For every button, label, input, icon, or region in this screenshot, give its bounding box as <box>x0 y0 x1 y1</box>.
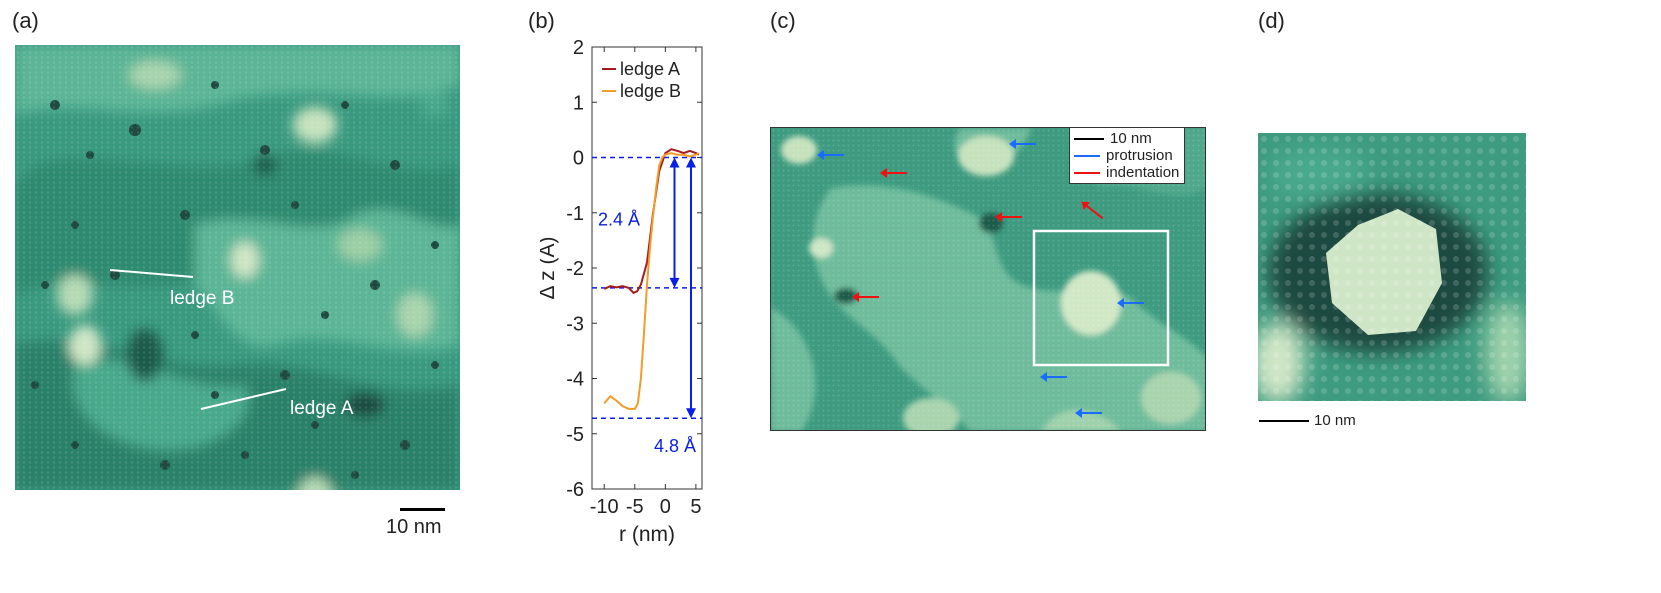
legend-protrusion-row: protrusion <box>1074 147 1179 164</box>
protrusion-arrow <box>1040 372 1067 382</box>
y-tick-label: 0 <box>573 148 584 170</box>
stm-image-a-surface <box>15 45 460 490</box>
panel-c-label: (c) <box>770 8 796 33</box>
annotation-label: 2.4 Å <box>598 209 640 229</box>
scale-bar-d <box>1259 420 1309 422</box>
y-tick-label: -3 <box>566 313 584 335</box>
y-axis-label: Δ z (Å) <box>540 236 559 299</box>
ledge-a-label: ledge A <box>290 398 354 419</box>
scale-bar-a <box>400 508 445 511</box>
legend-indentation-label: indentation <box>1106 164 1180 181</box>
ledge-b-line <box>109 269 194 278</box>
indentation-arrow <box>995 212 1022 222</box>
x-tick-label: 5 <box>690 496 701 518</box>
annotation-arrowhead <box>686 157 696 168</box>
zoom-region-box <box>1032 229 1170 367</box>
indentation-arrow <box>852 292 879 302</box>
protrusion-arrow <box>817 150 844 160</box>
legend-indentation-row: indentation <box>1074 164 1179 181</box>
ledge-a-line <box>200 388 287 410</box>
panel-b-label: (b) <box>528 8 555 33</box>
y-tick-label: -1 <box>566 203 584 225</box>
y-tick-label: -5 <box>566 424 584 446</box>
legend-scale-row: 10 nm <box>1074 130 1179 147</box>
y-tick-label: -6 <box>566 479 584 501</box>
legend-scale-label: 10 nm <box>1110 130 1152 147</box>
legend-label: ledge B <box>620 81 681 101</box>
x-tick-label: -10 <box>590 496 619 518</box>
scale-label-a: 10 nm <box>386 516 442 538</box>
annotation-arrowhead <box>686 408 696 419</box>
protrusion-arrow <box>1009 139 1036 149</box>
x-tick-label: 0 <box>660 496 671 518</box>
legend-c: 10 nm protrusion indentation <box>1069 127 1186 184</box>
x-tick-label: -5 <box>626 496 644 518</box>
y-tick-label: -4 <box>566 369 584 391</box>
panel-a-label: (a) <box>12 8 39 33</box>
annotation-arrowhead <box>669 277 680 288</box>
series-line-ledge-b <box>603 152 700 410</box>
scale-bar-icon <box>1074 137 1104 140</box>
legend-protrusion-label: protrusion <box>1106 147 1173 164</box>
y-tick-label: -2 <box>566 258 584 280</box>
protrusion-arrow <box>1075 408 1102 418</box>
plot-frame <box>591 46 703 490</box>
protrusion-arrow <box>1117 298 1144 308</box>
stm-image-d <box>1258 133 1526 401</box>
ledge-b-label: ledge B <box>170 288 235 309</box>
stm-image-d-surface <box>1258 133 1526 401</box>
y-tick-label: 2 <box>573 37 584 59</box>
legend-label: ledge A <box>620 59 680 79</box>
blue-arrow-icon <box>1074 154 1100 157</box>
annotation-arrowhead <box>669 157 680 168</box>
stm-image-a <box>15 45 460 490</box>
indentation-arrow <box>880 168 907 178</box>
panel-d-label: (d) <box>1258 8 1285 33</box>
red-arrow-icon <box>1074 171 1100 174</box>
annotation-label: 4.8 Å <box>654 436 696 456</box>
scale-label-d: 10 nm <box>1314 412 1356 429</box>
y-tick-label: 1 <box>573 92 584 114</box>
x-axis-label: r (nm) <box>619 523 675 546</box>
